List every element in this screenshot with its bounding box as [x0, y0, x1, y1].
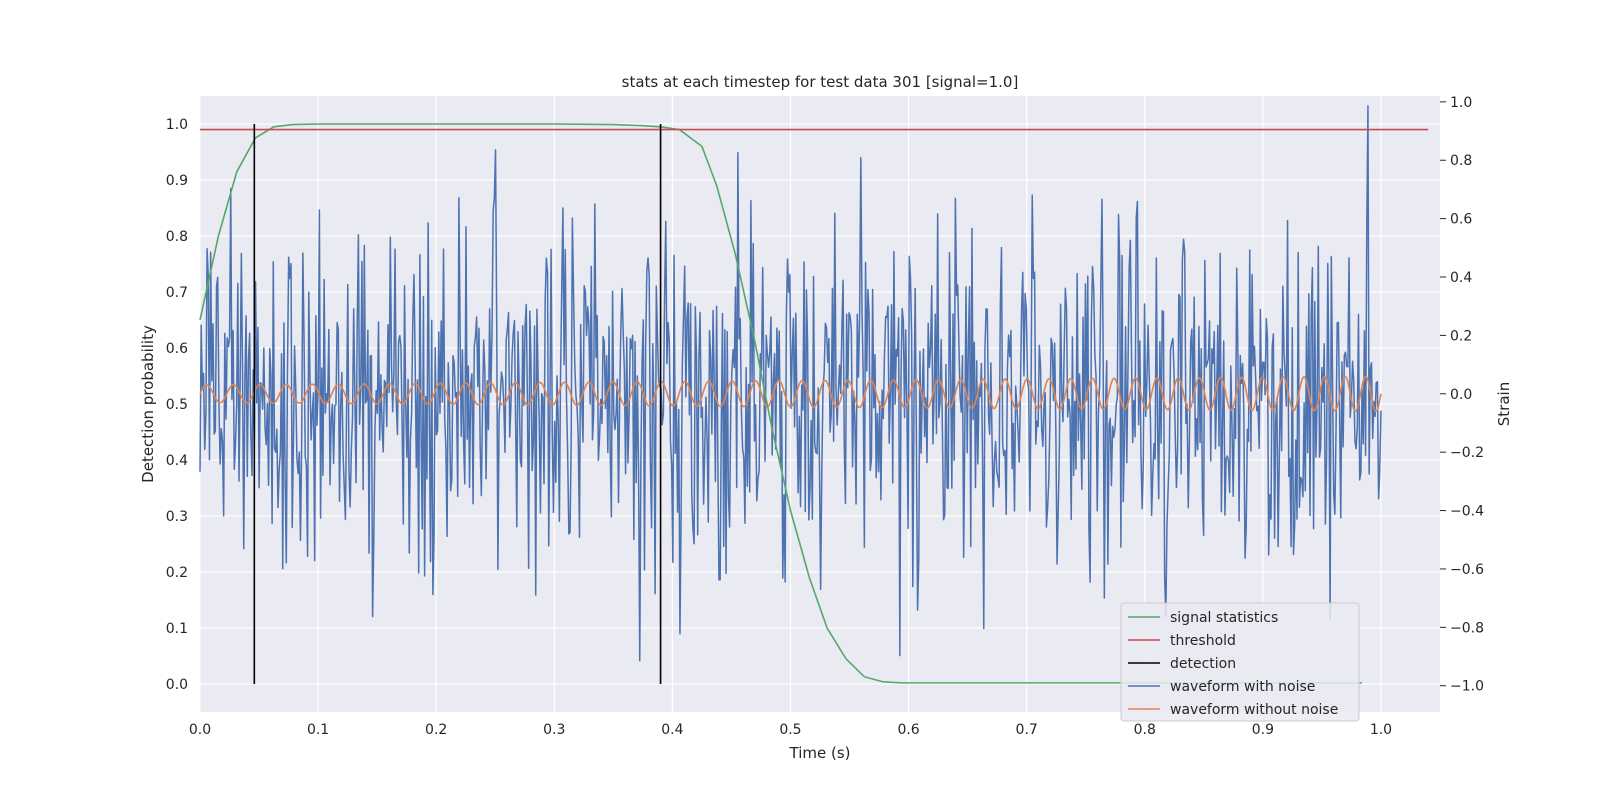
legend-label-detection: detection — [1170, 656, 1236, 672]
legend-label-waveform-without-noise: waveform without noise — [1170, 702, 1338, 718]
x-tick-label-3: 0.3 — [543, 722, 565, 738]
legend-box — [1120, 602, 1360, 722]
waveform-without-noise-series — [199, 375, 1382, 412]
waveform-with-noise-series — [199, 105, 1382, 662]
chart-title: stats at each timestep for test data 301… — [622, 73, 1019, 91]
x-tick-label-9: 0.9 — [1252, 722, 1274, 738]
waveform-with-noise-line — [199, 105, 1382, 662]
y2-tick-label-4: −0.2 — [1450, 445, 1484, 461]
y2-tick-label-0: −1.0 — [1450, 679, 1484, 695]
y-tick-label-3: 0.3 — [166, 509, 188, 525]
y-axis-ticks: 0.0 0.1 0.2 0.3 0.4 0.5 0.6 0.7 0.8 0.9 1.0 — [166, 117, 188, 693]
y-tick-label-8: 0.8 — [166, 229, 188, 245]
x-tick-label-6: 0.6 — [897, 722, 919, 738]
x-axis-ticks: 0.0 0.1 0.2 0.3 0.4 0.5 0.6 0.7 0.8 0.9 1.0 — [189, 722, 1392, 738]
y-tick-label-5: 0.5 — [166, 397, 188, 413]
x-axis-label: Time (s) — [789, 744, 851, 762]
y2-axis-ticks: −1.0 −0.8 −0.6 −0.4 −0.2 0.0 0.2 0.4 0.6 0.8 1.0 — [1440, 95, 1484, 695]
legend-label-signal-statistics: signal statistics — [1170, 610, 1278, 626]
x-tick-label-4: 0.4 — [661, 722, 683, 738]
x-tick-label-7: 0.7 — [1016, 722, 1038, 738]
legend-label-threshold: threshold — [1170, 633, 1236, 649]
y2-tick-label-5: 0.0 — [1450, 387, 1472, 403]
y-tick-label-2: 0.2 — [166, 565, 188, 581]
y-tick-label-10: 1.0 — [166, 117, 188, 133]
x-tick-label-2: 0.2 — [425, 722, 447, 738]
y-axis-label: Detection probability — [139, 325, 157, 483]
x-tick-label-10: 1.0 — [1370, 722, 1392, 738]
y2-tick-label-2: −0.6 — [1450, 562, 1484, 578]
waveform-without-noise-line — [199, 375, 1382, 412]
signal-statistics-line — [199, 123, 1363, 684]
legend: signal statistics threshold detection wa… — [1120, 602, 1360, 722]
legend-label-waveform-with-noise: waveform with noise — [1170, 679, 1315, 695]
y-tick-label-4: 0.4 — [166, 453, 188, 469]
y2-tick-label-9: 0.8 — [1450, 153, 1472, 169]
y2-tick-label-1: −0.8 — [1450, 620, 1484, 636]
x-tick-label-8: 0.8 — [1134, 722, 1156, 738]
x-tick-label-0: 0.0 — [189, 722, 211, 738]
y2-axis-label: Strain — [1495, 382, 1513, 426]
detection-series — [253, 124, 662, 684]
y-tick-label-0: 0.0 — [166, 677, 188, 693]
y2-tick-label-3: −0.4 — [1450, 504, 1484, 520]
y2-tick-label-7: 0.4 — [1450, 270, 1472, 286]
y2-tick-label-6: 0.2 — [1450, 328, 1472, 344]
y2-tick-label-10: 1.0 — [1450, 95, 1472, 111]
signal-statistics-series — [199, 123, 1363, 684]
y-tick-label-7: 0.7 — [166, 285, 188, 301]
x-tick-label-1: 0.1 — [307, 722, 329, 738]
y-tick-label-6: 0.6 — [166, 341, 188, 357]
y-tick-label-9: 0.9 — [166, 173, 188, 189]
y-tick-label-1: 0.1 — [166, 621, 188, 637]
y2-tick-label-8: 0.6 — [1450, 212, 1472, 228]
x-tick-label-5: 0.5 — [779, 722, 801, 738]
